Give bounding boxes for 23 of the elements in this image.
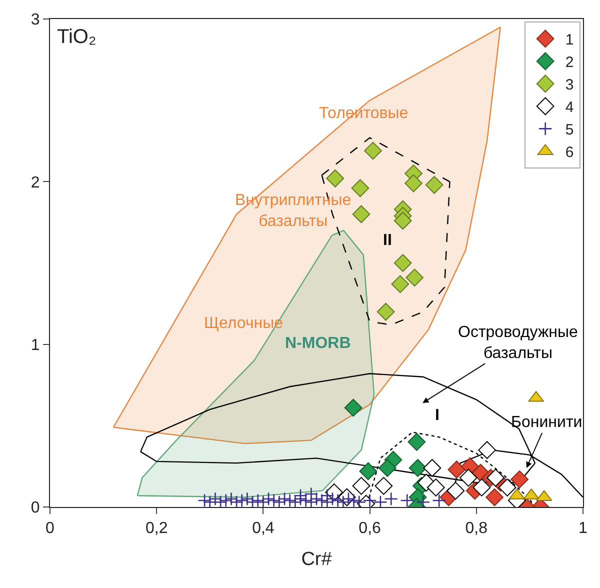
x-tick-label: 0,6	[358, 520, 382, 538]
legend-label: 4	[565, 99, 574, 116]
legend-label: 3	[565, 76, 574, 94]
x-tick-label: 0,2	[145, 520, 168, 538]
x-axis-title: Cr#	[301, 549, 332, 570]
annotation: II	[383, 232, 392, 249]
y-tick-label: 1	[30, 336, 40, 354]
y-tick-label: 2	[30, 174, 40, 192]
annotation: Островодужные базальты	[458, 324, 578, 362]
x-tick-label: 0	[46, 520, 55, 538]
y-axis-title: TiO₂	[57, 26, 96, 48]
x-tick-label: 1	[578, 520, 588, 538]
annotation: N-MORB	[285, 335, 351, 352]
legend-label: 6	[565, 144, 574, 162]
legend-label: 5	[565, 122, 574, 139]
annotation: I	[435, 407, 440, 424]
legend-label: 1	[565, 32, 574, 49]
legend-label: 2	[565, 54, 574, 72]
x-tick-label: 0,8	[465, 520, 488, 538]
y-tick-label: 3	[30, 12, 40, 29]
y-tick-label: 0	[30, 500, 40, 517]
annotation: Бонинити	[511, 414, 582, 431]
x-tick-label: 0,4	[252, 520, 274, 538]
